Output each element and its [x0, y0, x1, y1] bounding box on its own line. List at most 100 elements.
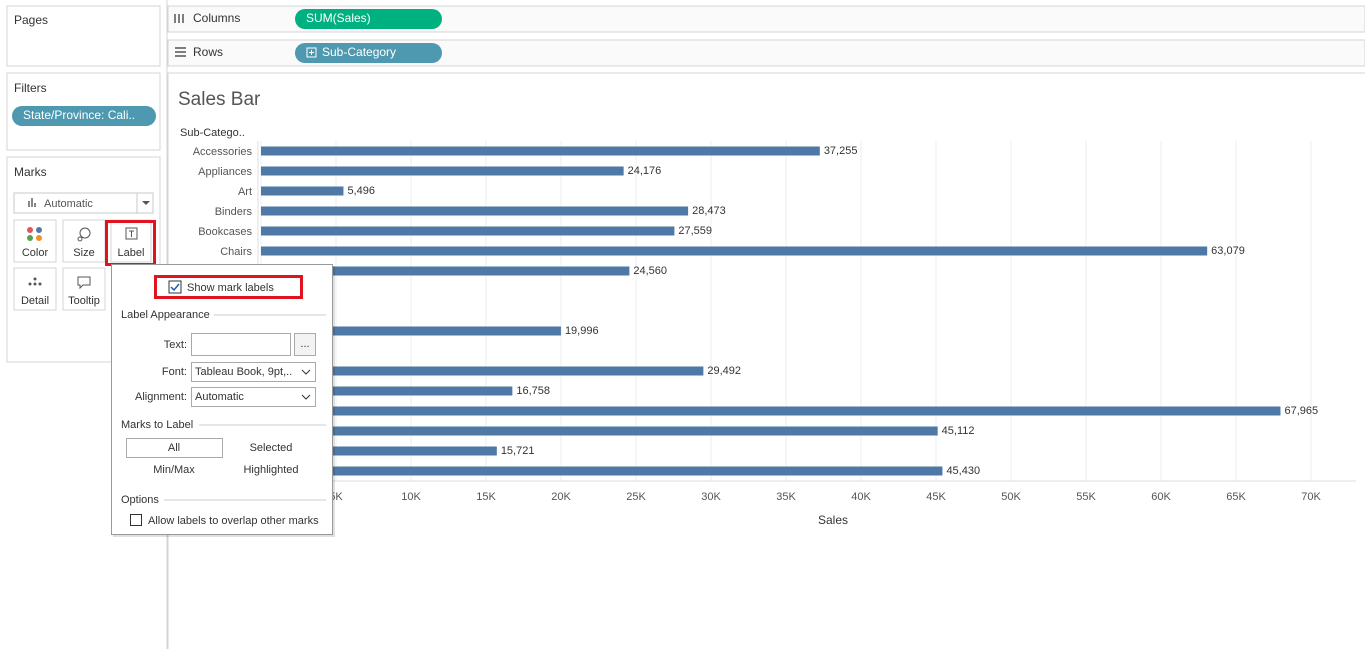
- button-label: Size: [73, 247, 94, 259]
- button-label: Tooltip: [68, 295, 100, 307]
- font-value: Tableau Book, 9pt,..: [195, 366, 292, 378]
- icon: [77, 276, 91, 290]
- category-label: Bookcases: [198, 226, 252, 238]
- value-label: 37,255: [824, 145, 858, 157]
- section-title: Options: [121, 494, 159, 506]
- columns-pill-text: SUM(Sales): [306, 11, 371, 25]
- value-label: 5,496: [347, 185, 375, 197]
- x-tick-label: 20K: [551, 491, 571, 503]
- category-label: Binders: [215, 206, 253, 218]
- rows-pill-text: Sub-Category: [322, 45, 396, 59]
- option[interactable]: Highlighted: [243, 464, 298, 476]
- font-dropdown[interactable]: [191, 362, 316, 382]
- value-label: 45,430: [946, 465, 980, 477]
- button-label: Color: [22, 247, 49, 259]
- plus-icon: [306, 47, 317, 58]
- row-header: Sub-Catego..: [180, 127, 245, 139]
- x-axis-title: Sales: [818, 513, 848, 527]
- icon: [77, 236, 83, 242]
- icon: [79, 227, 91, 239]
- text-button-label: ...: [300, 338, 309, 350]
- filter-pill-text: State/Province: Cali..: [23, 108, 135, 122]
- bar: [261, 226, 675, 236]
- columns-label: Columns: [193, 11, 240, 25]
- color-button[interactable]: [13, 219, 57, 263]
- bar: [261, 366, 704, 376]
- bar: [261, 266, 630, 276]
- sheet: [167, 72, 1365, 649]
- x-tick-label: 55K: [1076, 491, 1096, 503]
- value-label: 28,473: [692, 205, 726, 217]
- label-button[interactable]: [110, 219, 152, 263]
- text-button[interactable]: [294, 333, 316, 356]
- tooltip-button[interactable]: [62, 267, 106, 311]
- bar: [261, 246, 1208, 256]
- overlap-option[interactable]: Allow labels to overlap other marks: [148, 515, 319, 527]
- category-label: Art: [238, 186, 252, 198]
- rows-pill[interactable]: [295, 43, 442, 63]
- bar: [261, 326, 561, 336]
- icon: [28, 277, 42, 286]
- icon: [27, 227, 33, 233]
- bar: [261, 446, 497, 456]
- field-label: Font:: [162, 366, 187, 378]
- dropdown-arrow: [142, 201, 150, 205]
- pages-card[interactable]: [6, 5, 161, 67]
- section-title: Marks to Label: [121, 419, 193, 431]
- icon: [27, 235, 33, 241]
- value-label: 24,560: [633, 265, 667, 277]
- value-label: 67,965: [1284, 405, 1318, 417]
- value-label: 29,492: [707, 365, 741, 377]
- rows-label: Rows: [193, 45, 223, 59]
- dropdown-arrow: [301, 394, 311, 400]
- alignment-dropdown[interactable]: [191, 387, 316, 407]
- columns-pill[interactable]: [295, 9, 442, 29]
- field-label: Text:: [164, 339, 187, 351]
- value-label: 16,758: [516, 385, 550, 397]
- show-labels[interactable]: Show mark labels: [187, 282, 274, 294]
- x-tick-label: 35K: [776, 491, 796, 503]
- icon: [125, 227, 138, 240]
- mark-type-dropdown[interactable]: [13, 192, 154, 214]
- label-popup: Show mark labels Label Appearance Text: …: [111, 264, 335, 537]
- x-tick-label: 10K: [401, 491, 421, 503]
- columns-icon: [174, 14, 184, 23]
- value-label: 27,559: [678, 225, 712, 237]
- category-label: Accessories: [193, 146, 253, 158]
- text-input[interactable]: [191, 333, 291, 356]
- highlight-box: [154, 275, 303, 299]
- bar: [261, 406, 1281, 416]
- x-tick-label: 45K: [926, 491, 946, 503]
- icon: [36, 227, 42, 233]
- x-tick-label: 60K: [1151, 491, 1171, 503]
- value-label: 19,996: [565, 325, 599, 337]
- check: [170, 283, 180, 292]
- option[interactable]: Min/Max: [153, 464, 195, 476]
- detail-button[interactable]: [13, 267, 57, 311]
- button-label: Label: [118, 247, 145, 259]
- bar-icon: [28, 198, 36, 207]
- checkbox[interactable]: [168, 280, 182, 294]
- option[interactable]: All: [168, 442, 180, 454]
- x-tick-label: 65K: [1226, 491, 1246, 503]
- marks-title: Marks: [14, 165, 47, 179]
- filter-pill[interactable]: [12, 106, 156, 126]
- value-label: 45,112: [942, 425, 975, 437]
- all-option[interactable]: [126, 438, 223, 458]
- bar: [261, 206, 689, 216]
- option[interactable]: Selected: [250, 442, 293, 454]
- bar: [261, 426, 938, 436]
- checkbox[interactable]: [130, 514, 142, 526]
- x-tick-label: 70K: [1301, 491, 1321, 503]
- bar: [261, 166, 624, 176]
- section-title: Label Appearance: [121, 309, 210, 321]
- plus-icon: [309, 50, 314, 55]
- x-tick-label: 40K: [851, 491, 871, 503]
- bar: [261, 386, 513, 396]
- field-label: Alignment:: [135, 391, 187, 403]
- category-label: Chairs: [220, 246, 252, 258]
- bar: [261, 466, 943, 476]
- x-tick-label: 25K: [626, 491, 646, 503]
